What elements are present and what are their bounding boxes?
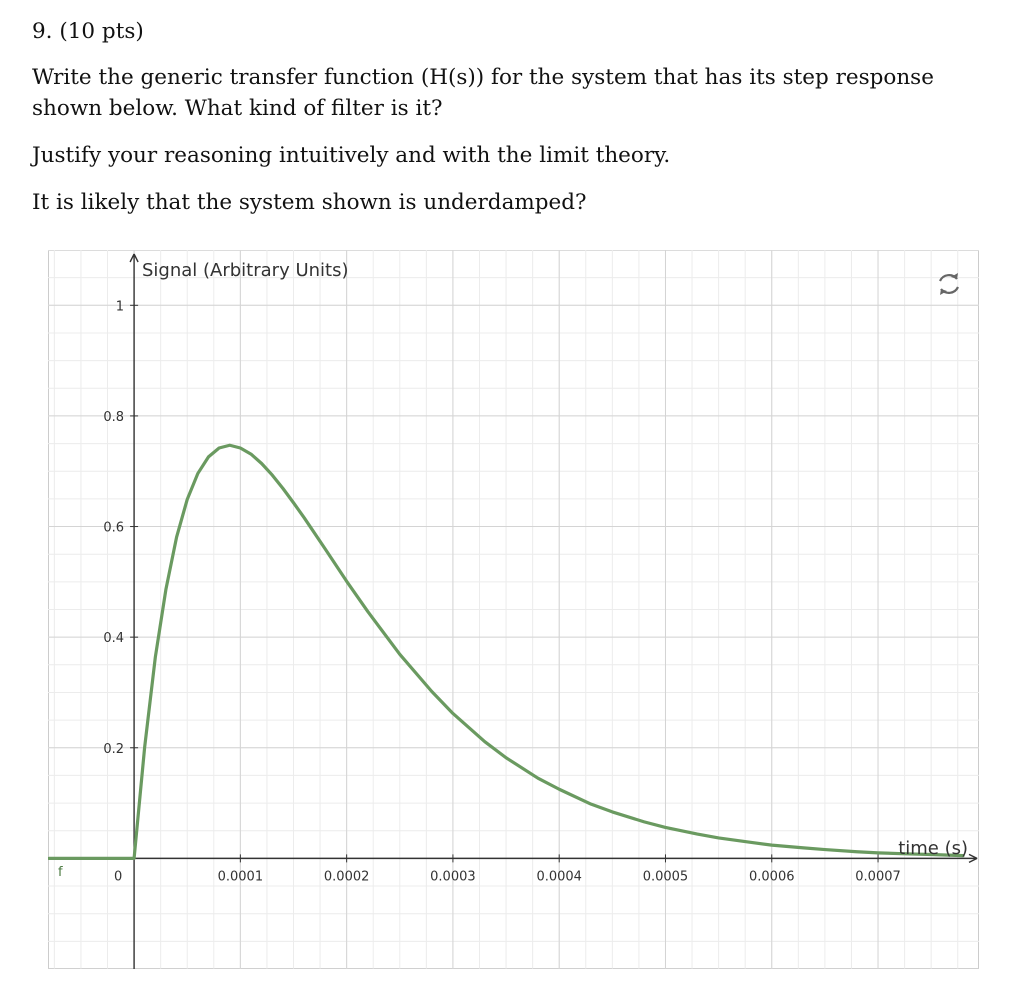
y-tick-label: 0.2 [103, 742, 124, 757]
series-layer [48, 443, 965, 860]
function-label[interactable]: f [58, 865, 63, 880]
question-prompt: Write the generic transfer function (H(s… [32, 65, 934, 121]
tick-labels: 0 0.0001 0.0002 0.0003 0.0004 0.0005 0.0006 0.0… [103, 299, 900, 884]
y-axis-title: Signal (Arbitrary Units) [142, 260, 348, 281]
x-tick-label: 0.0006 [749, 869, 795, 884]
x-tick-label: 0.0003 [430, 869, 476, 884]
x-tick-label: 0.0001 [218, 869, 263, 884]
graph-panel: 0 0.0001 0.0002 0.0003 0.0004 0.0005 0.0006 0.0… [48, 250, 979, 969]
x-tick-label: 0.0004 [536, 869, 582, 884]
y-tick-label: 1 [116, 299, 124, 314]
step-response-chart[interactable]: 0 0.0001 0.0002 0.0003 0.0004 0.0005 0.0006 0.0… [48, 250, 979, 969]
y-tick-label: 0.6 [103, 521, 124, 536]
question-underdamped: It is likely that the system shown is un… [32, 190, 587, 215]
y-tick-label: 0.4 [103, 631, 124, 646]
x-tick-label: 0 [114, 869, 122, 884]
x-axis-arrow [968, 853, 978, 864]
x-tick-label: 0.0007 [855, 869, 901, 884]
question-header: 9. (10 pts) [32, 19, 144, 44]
question-justify: Justify your reasoning intuitively and w… [32, 143, 671, 168]
refresh-arrows-icon[interactable] [938, 273, 960, 295]
x-tick-label: 0.0002 [324, 869, 370, 884]
y-axis-arrow [129, 253, 139, 263]
y-tick-label: 0.8 [103, 410, 124, 425]
series-line [48, 443, 965, 860]
x-axis-title: time (s) [898, 838, 968, 859]
x-tick-label: 0.0005 [643, 869, 689, 884]
